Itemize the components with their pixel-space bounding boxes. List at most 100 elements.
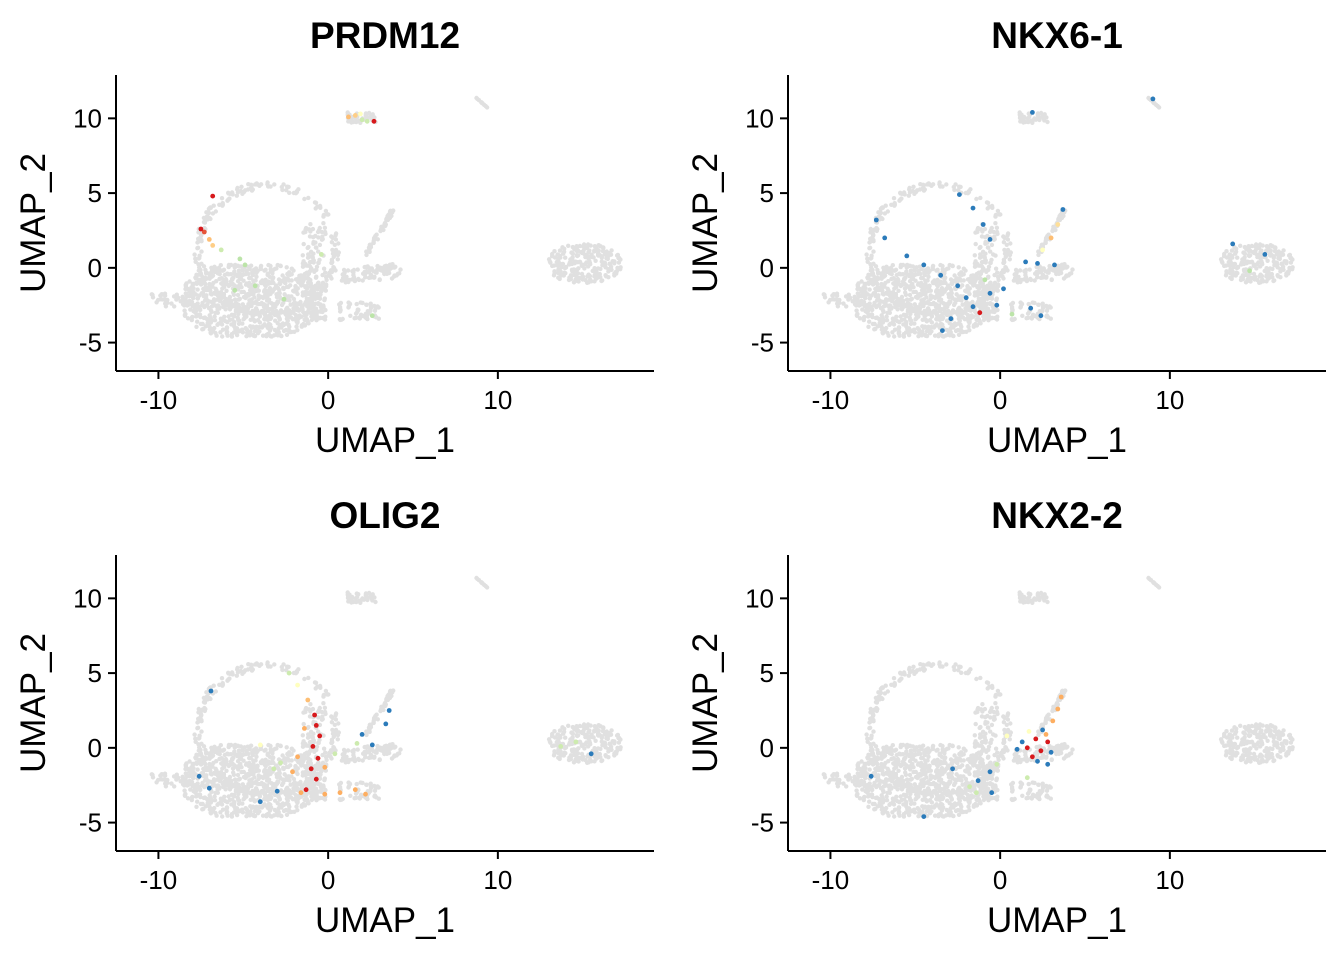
- cell-point: [276, 310, 281, 316]
- cell-point: [969, 273, 974, 278]
- cell-point: [193, 785, 198, 790]
- cell-point: [226, 744, 231, 750]
- cell-point: [1220, 260, 1225, 265]
- cell-point: [1249, 243, 1255, 249]
- cell-point: [978, 195, 983, 201]
- cell-point: [264, 303, 270, 308]
- cell-point: [188, 787, 193, 792]
- cell-point: [975, 299, 980, 305]
- cell-point: [316, 729, 321, 734]
- cell-point: [296, 308, 302, 313]
- cell-point: [233, 326, 238, 332]
- cell-point: [892, 201, 897, 206]
- cell-point: [375, 747, 380, 752]
- expressing-point: [206, 237, 212, 242]
- cell-point: [336, 241, 341, 246]
- cell-point: [256, 296, 261, 302]
- cell-point: [231, 330, 237, 335]
- cell-point: [195, 725, 201, 730]
- cell-point: [290, 797, 296, 802]
- cell-point: [277, 281, 282, 286]
- cell-point: [285, 798, 290, 803]
- cell-point: [1027, 267, 1032, 272]
- cell-point: [314, 264, 320, 269]
- cell-point: [211, 203, 216, 208]
- cell-point: [195, 781, 200, 786]
- cell-point: [279, 302, 285, 308]
- cell-point: [942, 307, 947, 313]
- cell-point: [255, 318, 261, 323]
- cell-point: [876, 293, 881, 298]
- cell-point: [918, 310, 923, 315]
- cell-point: [196, 256, 201, 261]
- cell-point: [973, 262, 978, 267]
- cell-point: [967, 320, 972, 325]
- cell-point: [232, 314, 237, 319]
- cell-point: [1259, 273, 1265, 279]
- cell-point: [268, 263, 273, 269]
- cell-point: [880, 271, 885, 276]
- cell-point: [244, 327, 250, 332]
- expressing-point: [1001, 286, 1006, 292]
- cell-point: [195, 720, 200, 725]
- cell-point: [228, 752, 234, 757]
- cell-point: [251, 813, 256, 818]
- cell-point: [969, 315, 974, 320]
- cell-point: [984, 295, 989, 300]
- cell-point: [247, 747, 252, 752]
- cell-point: [995, 270, 1000, 275]
- cell-point: [347, 301, 353, 307]
- cell-point: [949, 281, 954, 286]
- cell-point: [360, 278, 365, 283]
- cell-point: [1223, 273, 1229, 278]
- cell-point: [977, 245, 982, 251]
- cell-point: [260, 333, 266, 338]
- cell-point: [162, 297, 167, 302]
- cell-point: [297, 279, 302, 285]
- cell-point: [250, 790, 255, 795]
- expressing-point: [364, 118, 370, 124]
- cell-point: [841, 301, 846, 306]
- cell-point: [892, 334, 897, 339]
- cell-point: [253, 805, 258, 811]
- cell-point: [951, 184, 956, 190]
- cell-point: [596, 266, 601, 271]
- cell-point: [304, 797, 309, 802]
- cell-point: [362, 272, 368, 277]
- cell-point: [891, 322, 897, 327]
- cell-point: [162, 291, 168, 296]
- expressing-point: [1055, 222, 1061, 227]
- cell-point: [925, 306, 930, 312]
- cell-point: [880, 216, 885, 222]
- cell-point: [324, 755, 329, 760]
- expressing-point: [994, 302, 1000, 308]
- background-cells: [149, 575, 623, 819]
- cell-point: [563, 264, 569, 270]
- cell-point: [826, 300, 831, 305]
- cell-point: [896, 325, 901, 330]
- cell-point: [336, 721, 341, 726]
- cell-point: [198, 787, 203, 793]
- cell-point: [360, 300, 365, 306]
- cell-point: [203, 750, 209, 755]
- cell-point: [899, 317, 904, 323]
- cell-point: [241, 189, 247, 195]
- x-tick-label: 0: [321, 385, 335, 415]
- cell-point: [1041, 116, 1046, 121]
- cell-point: [321, 221, 326, 226]
- cell-point: [323, 688, 329, 694]
- cell-point: [320, 234, 325, 239]
- cell-point: [956, 265, 961, 270]
- cell-point: [973, 241, 978, 247]
- cell-point: [866, 324, 871, 329]
- cell-point: [270, 749, 275, 754]
- cell-point: [235, 279, 241, 284]
- cell-point: [918, 302, 923, 307]
- cell-point: [920, 324, 925, 329]
- cell-point: [946, 294, 952, 300]
- cell-point: [297, 759, 302, 765]
- cell-point: [281, 328, 287, 334]
- cell-point: [189, 771, 194, 776]
- cell-point: [603, 274, 609, 279]
- cell-point: [270, 307, 275, 313]
